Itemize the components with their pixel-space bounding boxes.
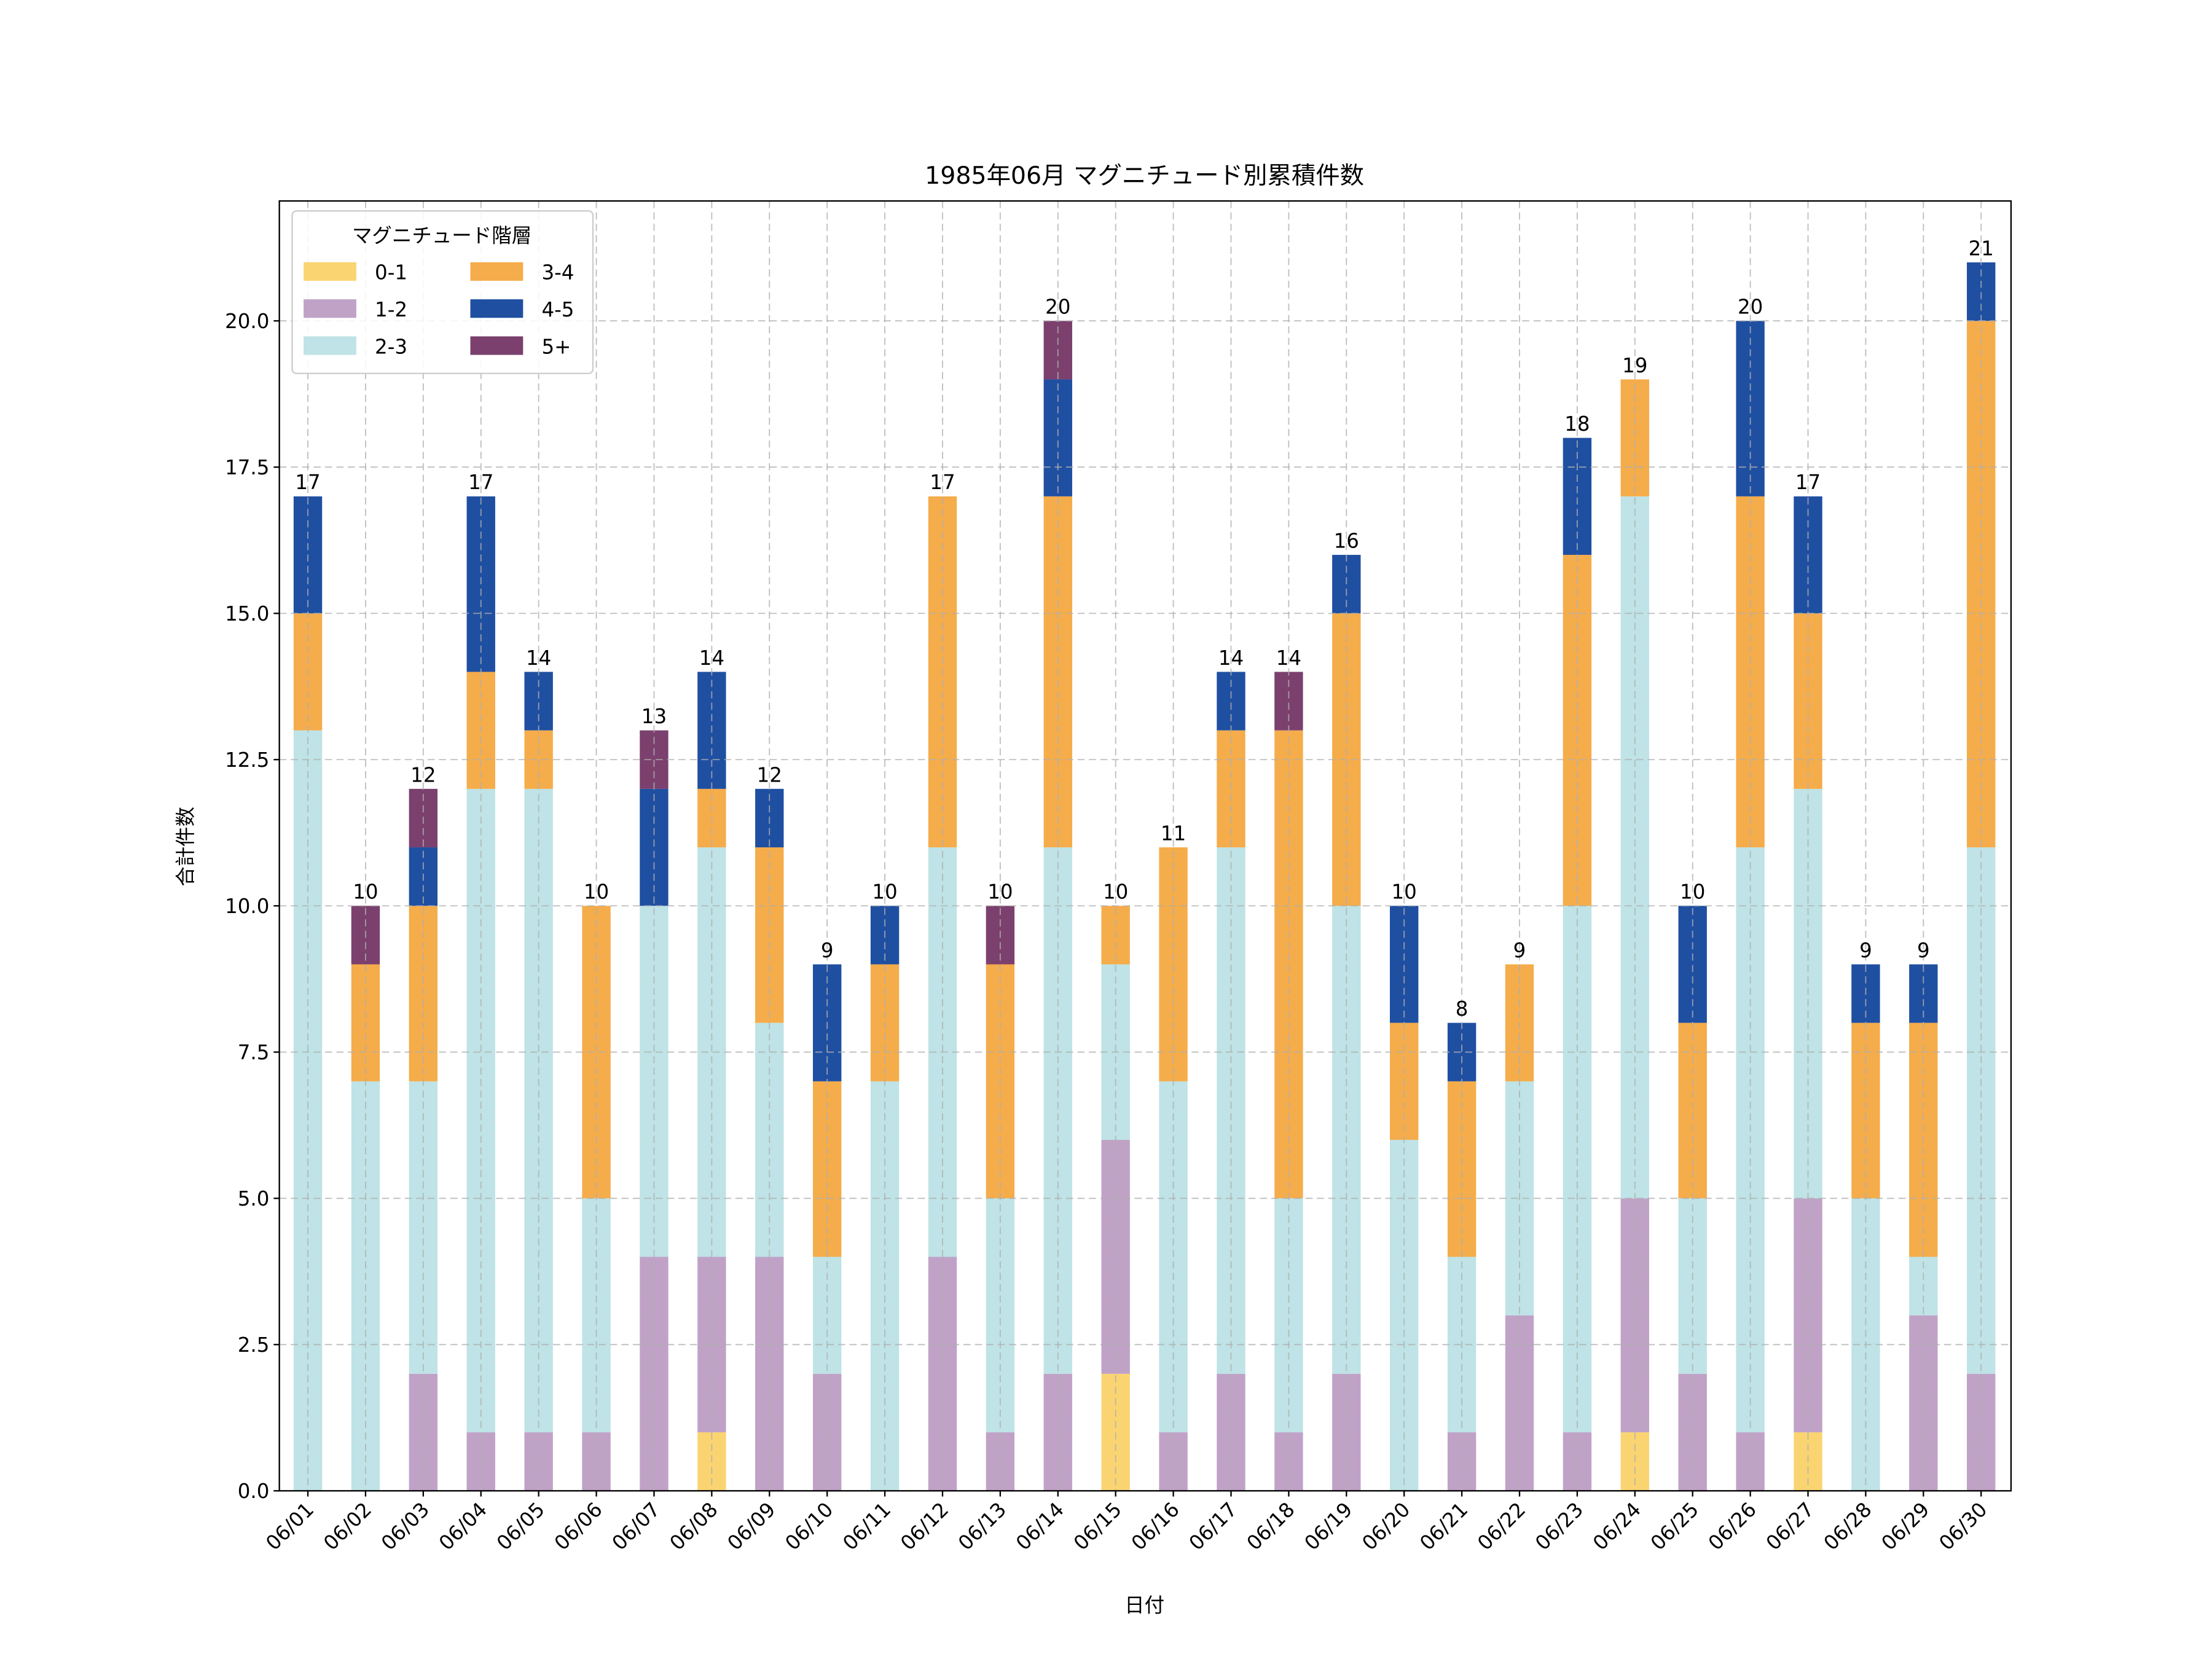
x-axis-ticks: 06/01 06/02 06/03 06/04 06/05 06/06 06/07 06/08… (261, 1491, 1991, 1555)
legend-label-3-4: 3-4 (541, 261, 574, 284)
x-tick-label: 06/04 (434, 1498, 492, 1555)
legend-swatch-5+ (470, 336, 524, 355)
x-tick-label: 06/13 (954, 1498, 1011, 1555)
total-label: 13 (641, 705, 667, 728)
legend-label-4-5: 4-5 (541, 298, 574, 321)
y-axis-label: 合計件数 (174, 807, 197, 887)
legend-label-5+: 5+ (541, 335, 571, 358)
grid (279, 201, 2011, 1492)
x-tick-label: 06/09 (723, 1498, 780, 1555)
x-tick-label: 06/17 (1185, 1498, 1242, 1555)
total-label: 10 (353, 880, 378, 904)
total-label: 8 (1456, 997, 1469, 1021)
total-label: 18 (1564, 412, 1590, 436)
y-tick-label: 17.5 (225, 456, 269, 479)
chart-title: 1985年06月 マグニチュード別累積件数 (925, 162, 1364, 190)
legend-swatch-1-2 (304, 299, 356, 318)
y-tick-label: 12.5 (225, 748, 269, 772)
legend-label-2-3: 2-3 (375, 335, 407, 358)
total-label: 17 (1795, 471, 1821, 494)
total-label: 19 (1622, 354, 1647, 377)
y-tick-label: 5.0 (238, 1187, 270, 1210)
total-labels: 17 10 12 17 14 10 13 14 12 9 10 17 10 20 10 11 14 14 16 10 8… (295, 237, 1994, 1021)
total-label: 17 (295, 471, 320, 494)
x-tick-label: 06/23 (1531, 1498, 1588, 1555)
total-label: 14 (526, 646, 551, 670)
total-label: 10 (987, 880, 1013, 904)
x-tick-label: 06/18 (1242, 1498, 1300, 1555)
y-axis-ticks: 0.0 2.5 5.0 7.5 10.0 12.5 15.0 17.5 20.0 (225, 310, 280, 1503)
x-tick-label: 06/02 (319, 1498, 376, 1555)
bar-segment-3-4 (582, 906, 611, 1199)
total-label: 10 (872, 880, 897, 904)
y-tick-label: 0.0 (238, 1480, 270, 1503)
total-label: 14 (699, 646, 724, 670)
total-label: 14 (1218, 646, 1244, 670)
x-tick-label: 06/08 (665, 1498, 723, 1555)
legend-label-1-2: 1-2 (375, 298, 407, 321)
x-tick-label: 06/12 (896, 1498, 953, 1555)
x-tick-label: 06/27 (1762, 1498, 1819, 1555)
x-tick-label: 06/19 (1300, 1498, 1357, 1555)
x-tick-label: 06/16 (1127, 1498, 1184, 1555)
total-label: 16 (1334, 529, 1359, 552)
total-label: 9 (821, 939, 834, 962)
total-label: 12 (410, 763, 436, 786)
total-label: 9 (1859, 939, 1872, 962)
legend-label-0-1: 0-1 (375, 261, 407, 284)
legend-title: マグニチュード階層 (352, 224, 531, 247)
total-label: 12 (757, 763, 782, 786)
x-axis-label: 日付 (1124, 1593, 1164, 1617)
y-tick-label: 7.5 (238, 1041, 270, 1064)
total-label: 14 (1276, 646, 1301, 670)
x-tick-label: 06/10 (780, 1498, 837, 1555)
y-tick-label: 15.0 (225, 602, 269, 626)
x-tick-label: 06/15 (1069, 1498, 1126, 1555)
total-label: 17 (468, 471, 493, 494)
legend-swatch-4-5 (470, 299, 524, 318)
legend-frame (291, 210, 594, 374)
legend-swatch-0-1 (304, 262, 356, 281)
legend-swatch-3-4 (470, 262, 524, 281)
x-tick-label: 06/28 (1819, 1498, 1877, 1555)
total-label: 10 (1103, 880, 1128, 904)
total-label: 10 (1680, 880, 1705, 904)
total-label: 9 (1513, 939, 1526, 962)
x-tick-label: 06/25 (1646, 1498, 1703, 1555)
x-tick-label: 06/01 (261, 1498, 318, 1555)
total-label: 20 (1738, 296, 1763, 319)
total-label: 21 (1969, 237, 1994, 260)
x-tick-label: 06/05 (492, 1498, 549, 1555)
total-label: 10 (584, 880, 609, 904)
x-tick-label: 06/03 (377, 1498, 434, 1555)
y-tick-label: 10.0 (225, 895, 269, 918)
plot-frame (278, 200, 2012, 1492)
x-tick-label: 06/06 (550, 1498, 607, 1555)
x-tick-label: 06/14 (1011, 1498, 1069, 1555)
x-tick-label: 06/21 (1415, 1498, 1472, 1555)
total-label: 11 (1161, 822, 1186, 845)
x-tick-label: 06/20 (1357, 1498, 1414, 1555)
y-tick-label: 20.0 (225, 310, 269, 333)
x-tick-label: 06/11 (838, 1498, 895, 1555)
total-label: 10 (1392, 880, 1417, 904)
bars (293, 262, 1996, 1491)
y-tick-label: 2.5 (238, 1333, 270, 1357)
legend-swatch-2-3 (304, 336, 356, 355)
x-tick-label: 06/24 (1588, 1498, 1645, 1555)
total-label: 9 (1917, 939, 1930, 962)
x-tick-label: 06/26 (1704, 1498, 1761, 1555)
x-tick-label: 06/29 (1877, 1498, 1934, 1555)
total-label: 20 (1045, 296, 1070, 319)
x-tick-label: 06/22 (1473, 1498, 1530, 1555)
legend: マグニチュード階層 0-1 1-2 2-3 3-4 4-5 5+ (291, 210, 594, 374)
total-label: 17 (930, 471, 955, 494)
x-tick-label: 06/07 (608, 1498, 665, 1555)
x-tick-label: 06/30 (1934, 1498, 1991, 1555)
